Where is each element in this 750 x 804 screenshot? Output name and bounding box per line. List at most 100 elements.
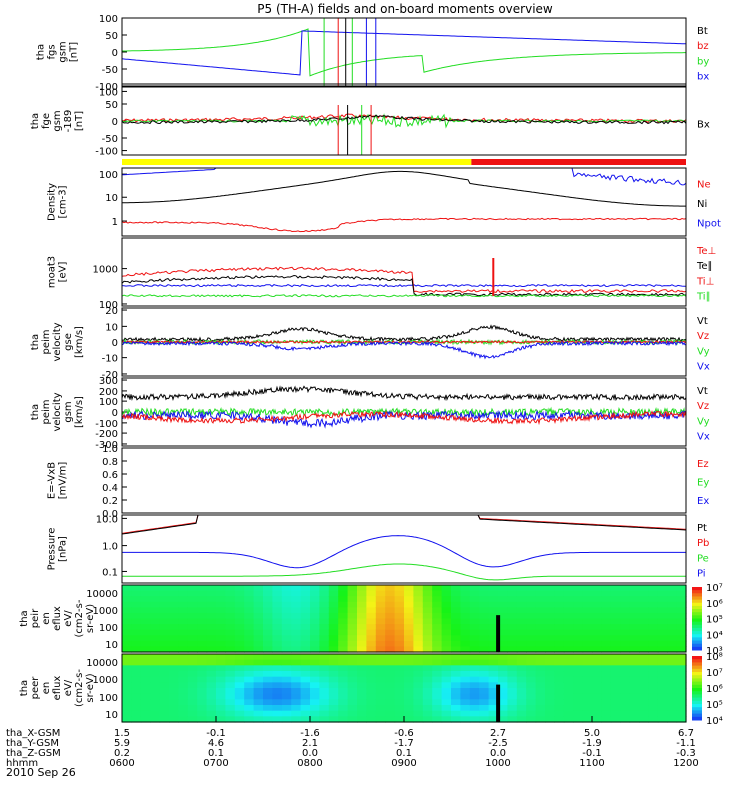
spectrogram-cell xyxy=(338,654,349,661)
spectrogram-cell xyxy=(253,705,264,712)
spectrogram-cell xyxy=(498,659,508,666)
spectrogram-cell xyxy=(460,659,471,666)
spectrogram-cell xyxy=(328,612,339,620)
spectrogram-cell xyxy=(460,607,471,614)
colorbar-segment xyxy=(692,662,702,667)
spectrogram-cell xyxy=(122,654,132,661)
spectrogram-cell xyxy=(479,654,490,661)
spectrogram-cell xyxy=(300,646,311,653)
spectrogram-cell xyxy=(404,676,414,683)
spectrogram-cell xyxy=(404,693,414,700)
spectrogram-cell xyxy=(300,659,311,666)
spectrogram-cell xyxy=(451,640,461,648)
spectrogram-cell xyxy=(535,635,546,642)
spectrogram-cell xyxy=(526,607,537,614)
spectrogram-cell xyxy=(328,665,339,672)
spectrogram-cell xyxy=(310,646,320,653)
spectrogram-cell xyxy=(601,612,612,620)
spectrogram-cell xyxy=(300,640,311,648)
spectrogram-cell xyxy=(140,682,151,689)
colorbar-segment xyxy=(692,637,702,642)
spectrogram-cell xyxy=(272,640,283,648)
spectrogram-cell xyxy=(639,716,649,723)
spectrogram-cell xyxy=(122,640,132,648)
spectrogram-cell xyxy=(441,688,452,695)
spectrogram-cell xyxy=(535,682,546,689)
spectrogram-cell xyxy=(131,710,142,717)
spectrogram-cell xyxy=(244,629,255,636)
spectrogram-cell xyxy=(347,646,358,653)
spectrogram-cell xyxy=(263,676,273,683)
spectrogram-cell xyxy=(573,640,584,648)
spectrogram-cell xyxy=(169,601,179,608)
spectrogram-cell xyxy=(404,710,414,717)
spectrogram-cell xyxy=(535,646,546,653)
spectrogram-cell xyxy=(357,601,367,608)
spectrogram-cell xyxy=(413,618,424,625)
spectrogram-cell xyxy=(291,710,302,717)
spectrogram-cell xyxy=(272,716,283,723)
spectrogram-cell xyxy=(291,601,302,608)
spectrogram-cell xyxy=(592,590,602,597)
panel-frame xyxy=(121,237,687,307)
spectrogram-cell xyxy=(441,618,452,625)
spectrogram-cell xyxy=(554,607,565,614)
legend-entry: Npot xyxy=(697,218,721,229)
spectrogram-cell xyxy=(610,688,621,695)
panel-ylabel: fge xyxy=(41,113,52,129)
spectrogram-cell xyxy=(197,665,208,672)
spectrogram-cell xyxy=(338,646,349,653)
spectrogram-cell xyxy=(676,585,687,592)
panel-ylabel: [eV] xyxy=(58,262,69,283)
spectrogram-cell xyxy=(620,682,631,689)
spectrogram-cell xyxy=(498,654,508,661)
spectrogram-cell xyxy=(441,710,452,717)
ephemeris-value: -0.1 xyxy=(582,748,602,759)
spectrogram-cell xyxy=(535,640,546,648)
spectrogram-cell xyxy=(441,699,452,706)
spectrogram-cell xyxy=(394,612,405,620)
spectrogram-cell xyxy=(225,676,236,683)
spectrogram-cell xyxy=(328,676,339,683)
colorbar-segment xyxy=(692,599,702,604)
spectrogram-cell xyxy=(150,671,161,678)
spectrogram-cell xyxy=(150,640,161,648)
spectrogram-cell xyxy=(253,710,264,717)
spectrogram-cell xyxy=(178,618,189,625)
spectrogram-cell xyxy=(582,612,593,620)
spectrogram-cell xyxy=(328,654,339,661)
ephemeris-label: tha_X-GSM xyxy=(6,728,60,739)
spectrogram-cell xyxy=(338,705,349,712)
spectrogram-cell xyxy=(281,646,292,653)
spectrogram-cell xyxy=(394,671,405,678)
spectrogram-cell xyxy=(244,705,255,712)
spectrogram-cell xyxy=(629,612,640,620)
spectrogram-cell xyxy=(187,607,198,614)
spectrogram-cell xyxy=(338,710,349,717)
spectrogram-cell xyxy=(234,671,245,678)
spectrogram-cell xyxy=(507,590,518,597)
spectrogram-cell xyxy=(639,635,649,642)
spectrogram-cell xyxy=(197,618,208,625)
spectrogram-cell xyxy=(272,607,283,614)
spectrogram-cell xyxy=(451,693,461,700)
spectrogram-cell xyxy=(366,618,377,625)
panel-ylabel: en xyxy=(41,682,52,695)
spectrogram-cell xyxy=(197,654,208,661)
spectrogram-cell xyxy=(150,710,161,717)
spectrogram-cell xyxy=(187,671,198,678)
spectrogram-cell xyxy=(122,676,132,683)
spectrogram-cell xyxy=(272,635,283,642)
spectrogram-cell xyxy=(667,688,678,695)
spectrogram-cell xyxy=(281,618,292,625)
spectrogram-cell xyxy=(479,676,490,683)
spectrogram-cell xyxy=(140,629,151,636)
spectrogram-cell xyxy=(253,693,264,700)
spectrogram-cell xyxy=(225,585,236,592)
spectrogram-cell xyxy=(291,705,302,712)
spectrogram-cell xyxy=(394,646,405,653)
spectrogram-cell xyxy=(366,710,377,717)
legend-entry: Vz xyxy=(697,401,709,412)
spectrogram-cell xyxy=(300,705,311,712)
